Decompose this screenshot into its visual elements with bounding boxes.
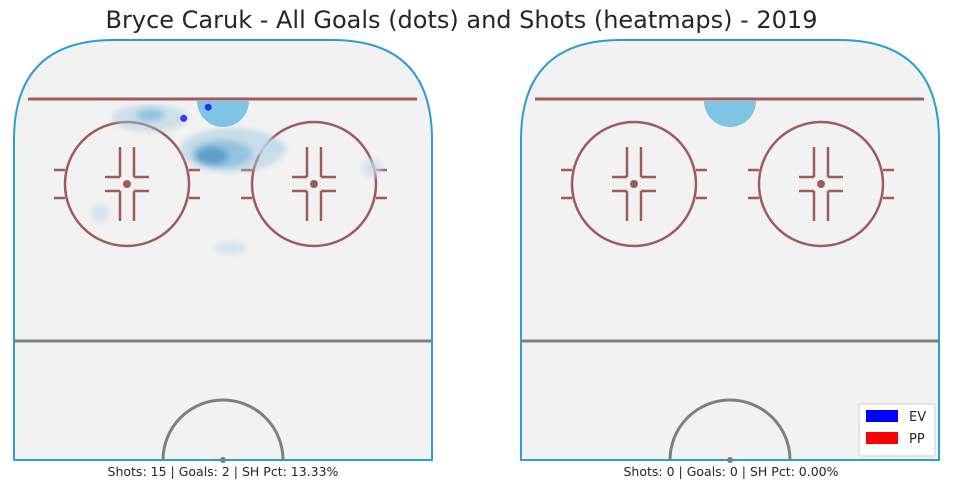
caption-left: Shots: 15 | Goals: 2 | SH Pct: 13.33% (107, 464, 339, 479)
center-dot (727, 457, 733, 463)
legend-swatch-pp (866, 432, 898, 444)
rink-left (13, 39, 433, 463)
faceoff-circle-left (561, 120, 707, 248)
faceoff-circle-right (241, 120, 387, 248)
chart-title: Bryce Caruk - All Goals (dots) and Shots… (105, 6, 818, 34)
goal-crease (704, 101, 756, 127)
faceoff-dot (310, 180, 318, 188)
goal-dot (180, 114, 188, 122)
center-dot (220, 457, 226, 463)
legend: EV PP (858, 403, 936, 457)
neutral-circle (668, 398, 792, 461)
legend-label-pp: PP (909, 432, 925, 447)
goal-dot (204, 103, 212, 111)
shot-heatmap (91, 104, 382, 254)
rink-boards (520, 39, 940, 461)
faceoff-dot (630, 180, 638, 188)
faceoff-dot (123, 180, 131, 188)
faceoff-circle-right (748, 120, 894, 248)
legend-label-ev: EV (909, 410, 926, 425)
caption-right: Shots: 0 | Goals: 0 | SH Pct: 0.00% (623, 464, 839, 479)
rink-right: EV PP (520, 39, 940, 463)
neutral-circle (161, 398, 285, 461)
goal-points-left (180, 103, 212, 122)
legend-swatch-ev (866, 410, 898, 422)
faceoff-dot (817, 180, 825, 188)
